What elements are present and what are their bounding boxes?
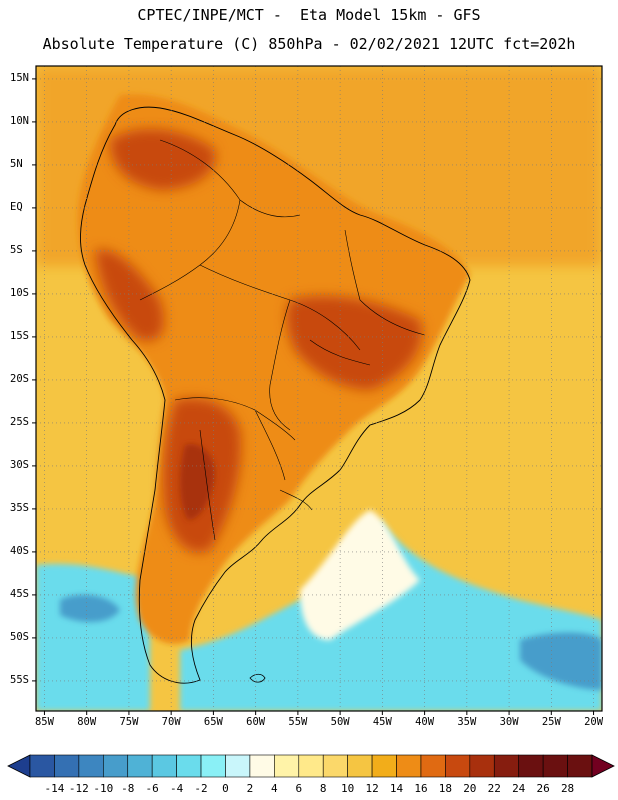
lon-label: 30W [499,716,519,728]
map-title: CPTEC/INPE/MCT - Eta Model 15km - GFS [137,6,481,24]
colorbar-segment [371,754,397,778]
colorbar-segment [78,754,104,778]
lat-label: 15N [10,71,29,84]
lon-label: 55W [288,716,308,728]
lon-label: 25W [541,716,561,728]
lat-label: 20S [10,372,29,385]
colorbar-tick-label: -4 [169,782,184,795]
lon-label: 20W [584,716,604,728]
colorbar-segment [249,754,275,778]
colorbar-tick-label: 26 [536,782,550,795]
colorbar-tick-label: 24 [512,782,526,795]
colorbar-tick-label: 4 [271,782,278,795]
lat-label: EQ [10,200,23,213]
colorbar-segment [103,754,129,778]
colorbar-segment [225,754,251,778]
colorbar-segment [298,754,324,778]
colorbar-segment [396,754,422,778]
colorbar-tick-label: 12 [365,782,379,795]
falkland-islands [249,673,266,683]
colorbar-segment [176,754,202,778]
lat-label: 45S [10,587,29,600]
hot-core-chaco [180,444,215,520]
pale-zone [300,510,420,640]
colorbar-tick-label: 8 [319,782,327,795]
lon-label: 60W [246,716,266,728]
colorbar-tick-label: 22 [487,782,501,795]
colorbar-tick-label: 14 [389,782,404,795]
lon-label: 45W [372,716,392,728]
colorbar-tick-label: -14 [44,782,65,795]
lat-label: 30S [10,458,29,471]
country-borders [139,139,426,541]
colorbar-segment [567,754,593,778]
colorbar [7,754,615,778]
lat-label: 35S [10,501,29,514]
lon-label: 85W [34,716,54,728]
lat-label: 5S [10,243,23,256]
lon-label: 50W [330,716,350,728]
colorbar-segment [445,754,471,778]
lon-label: 70W [161,716,181,728]
lon-label: 40W [415,716,435,728]
colorbar-segment [347,754,373,778]
deep-cold-spot [520,632,602,690]
deep-cold-spot [60,594,120,622]
lon-label: 75W [119,716,139,728]
colorbar-tick-label: 28 [560,782,575,795]
colorbar-tick-label: -12 [68,782,89,795]
colorbar-segment [420,754,446,778]
coastline [80,106,471,684]
colorbar-segment [151,754,177,778]
map-frame [35,65,603,712]
hot-core-north [110,129,216,190]
colorbar-segment [274,754,300,778]
colorbar-tick-label: 20 [463,782,477,795]
hot-core-peru [95,249,164,341]
colorbar-segment [542,754,568,778]
colorbar-tick-label: 2 [246,782,254,795]
colorbar-segment [322,754,348,778]
map-subtitle: Absolute Temperature (C) 850hPa - 02/02/… [42,35,576,53]
colorbar-segment [29,754,55,778]
lat-label: 10N [10,114,29,127]
lat-label: 55S [10,673,29,686]
colorbar-segment [469,754,495,778]
lon-label: 35W [457,716,477,728]
colorbar-tick-label: -10 [93,782,114,795]
colorbar-tick-label: -2 [194,782,208,795]
colorbar-segment [493,754,519,778]
colorbar-segment [127,754,153,778]
colorbar-tick-label: -6 [145,782,159,795]
colorbar-max-arrow [591,754,615,778]
lon-label: 80W [77,716,97,728]
colorbar-segment [54,754,80,778]
colorbar-tick-label: 10 [341,782,355,795]
colorbar-min-arrow [7,754,31,778]
temperature-field [36,66,602,711]
lat-label: 25S [10,415,29,428]
colorbar-tick-label: 6 [295,782,303,795]
lat-label: 50S [10,630,29,643]
cold-zone-west [36,563,150,711]
lat-label: 10S [10,286,29,299]
colorbar-segment [518,754,544,778]
lat-label: 15S [10,329,29,342]
lon-label: 65W [203,716,223,728]
colorbar-tick-label: 16 [414,782,428,795]
cold-zone-south [180,520,602,711]
colorbar-tick-label: -8 [121,782,135,795]
axis-ticks [32,78,595,715]
colorbar-segment [200,754,226,778]
colorbar-tick-label: 0 [222,782,229,795]
lat-label: 40S [10,544,29,557]
lat-label: 5N [10,157,23,170]
colorbar-tick-label: 18 [438,782,453,795]
